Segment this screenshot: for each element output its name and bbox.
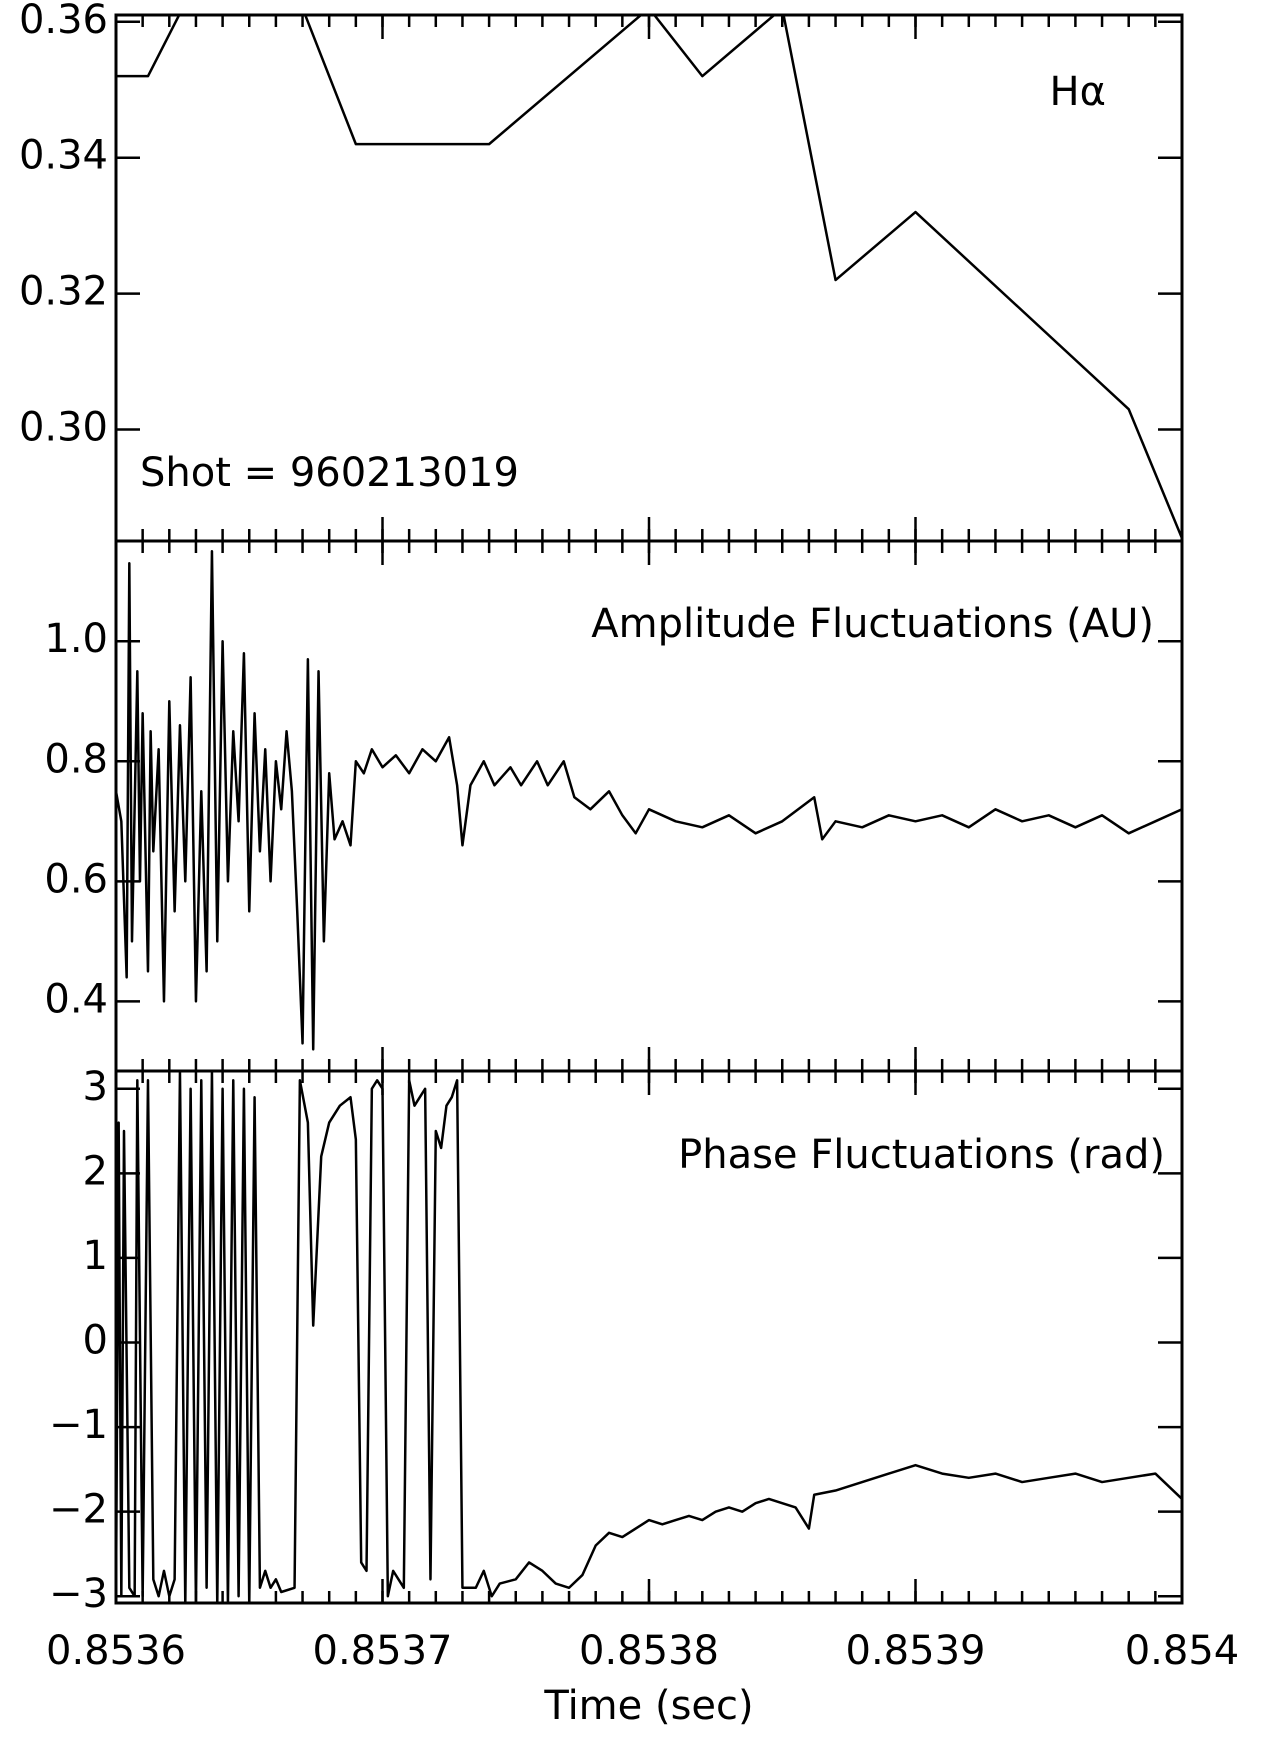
y-tick-label: 0.6 <box>44 856 108 902</box>
x-tick-label: 0.854 <box>1125 1628 1240 1674</box>
y-tick-label: −3 <box>49 1571 108 1617</box>
x-axis-label: Time (sec) <box>543 1683 753 1729</box>
y-tick-label: 0.32 <box>19 269 108 315</box>
y-tick-label: 0.8 <box>44 736 108 782</box>
y-tick-label: 0.34 <box>19 133 108 179</box>
y-tick-label: 3 <box>83 1064 108 1110</box>
y-tick-label: 2 <box>83 1148 108 1194</box>
y-tick-label: 1 <box>83 1233 108 1279</box>
annotation: Hα <box>1050 69 1106 115</box>
annotation: Phase Fluctuations (rad) <box>678 1132 1165 1178</box>
x-tick-label: 0.8537 <box>313 1628 453 1674</box>
y-tick-label: −2 <box>49 1487 108 1533</box>
data-line <box>116 549 1182 1051</box>
x-tick-label: 0.8538 <box>579 1628 719 1674</box>
y-tick-label: 0.4 <box>44 976 108 1022</box>
data-line <box>116 15 1182 539</box>
annotation: Amplitude Fluctuations (AU) <box>591 601 1154 647</box>
y-tick-label: 0.30 <box>19 405 108 451</box>
y-tick-label: 0.36 <box>19 0 108 43</box>
annotation: Shot = 960213019 <box>140 450 519 496</box>
y-tick-label: 0 <box>83 1317 108 1363</box>
y-tick-label: −1 <box>49 1402 108 1448</box>
x-tick-label: 0.8536 <box>46 1628 186 1674</box>
x-tick-label: 0.8539 <box>846 1628 986 1674</box>
data-line <box>116 1071 1182 1603</box>
y-tick-label: 1.0 <box>44 616 108 662</box>
plot-frame <box>114 1069 1184 1605</box>
